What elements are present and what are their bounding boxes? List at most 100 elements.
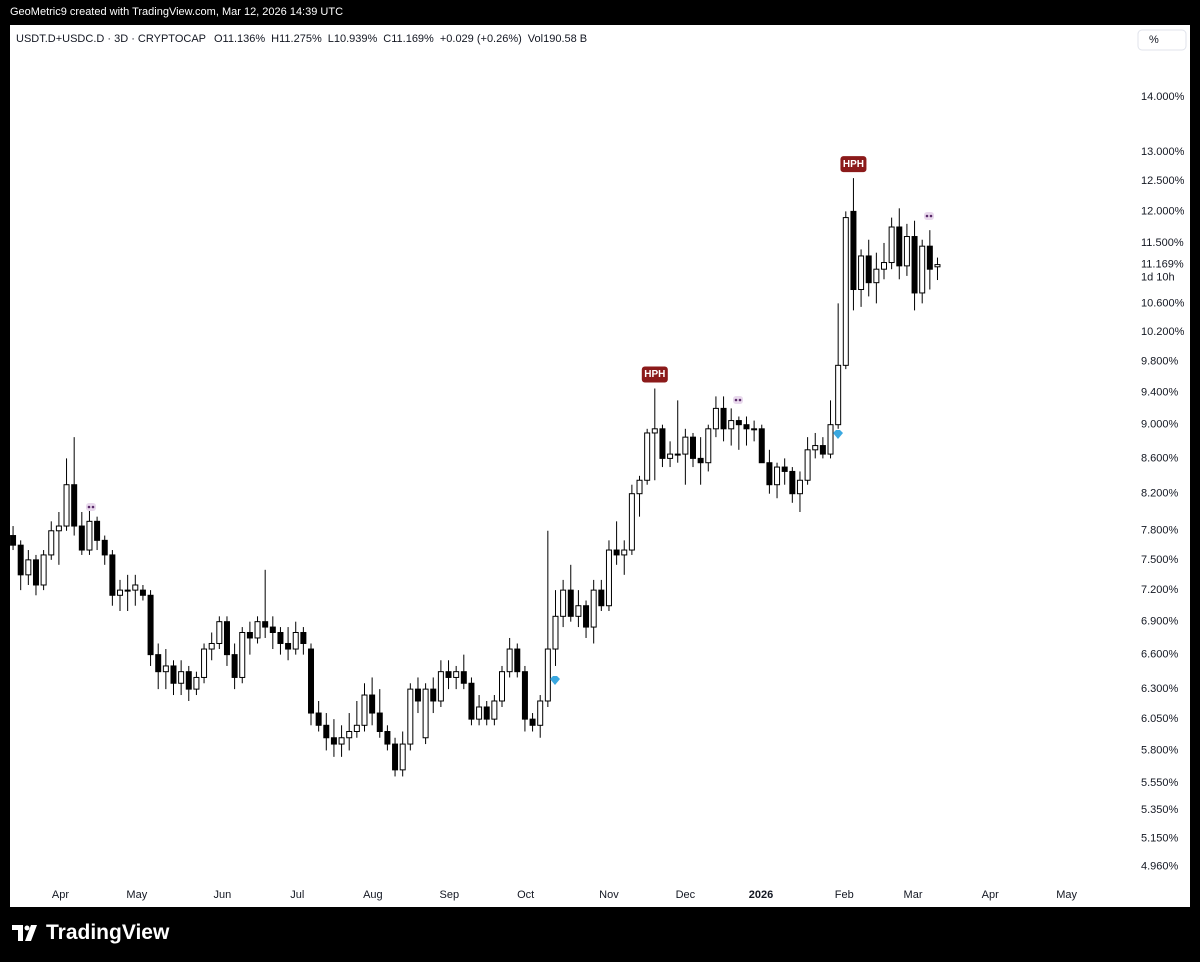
candle-body: [827, 424, 834, 455]
candle-body: [124, 589, 131, 592]
y-tick-label: 9.000%: [1141, 419, 1179, 431]
candle-body: [590, 589, 597, 628]
candle-body: [552, 615, 559, 650]
candle-body: [246, 631, 253, 639]
candle-body: [25, 559, 32, 576]
candle-body: [476, 706, 483, 720]
candle-body: [269, 626, 276, 633]
countdown: 1d 10h: [1141, 272, 1175, 284]
x-tick-label: Apr: [982, 889, 999, 901]
skull-eye: [87, 505, 91, 509]
brand-logo: TradingView: [12, 921, 169, 945]
candle-body: [308, 648, 315, 714]
candle-body: [178, 671, 185, 684]
candle-body: [71, 484, 78, 527]
candle-body: [445, 671, 452, 678]
candle-body: [751, 428, 758, 431]
candle-body: [903, 236, 910, 267]
candle-body: [705, 428, 712, 464]
annotation-label: HPH: [843, 159, 864, 170]
y-tick-label: 6.900%: [1141, 616, 1179, 628]
x-tick-label: Apr: [52, 889, 69, 901]
header-item: +0.029 (+0.26%): [440, 33, 522, 45]
y-tick-label: 8.600%: [1141, 452, 1179, 464]
candle-body: [651, 428, 658, 434]
candle-body: [728, 420, 735, 430]
y-tick-label: 6.050%: [1141, 713, 1179, 725]
candle-body: [223, 621, 230, 656]
annotation-badge: [840, 156, 867, 173]
y-tick-label: 7.500%: [1141, 554, 1179, 566]
watermark: GeoMetric9 created with TradingView.com,…: [10, 6, 344, 18]
candle-body: [414, 688, 421, 702]
x-tick-label: May: [126, 889, 147, 901]
candle-body: [231, 654, 238, 678]
y-tick-label: 11.500%: [1141, 237, 1184, 249]
candle-body: [659, 428, 666, 459]
y-tick-label: 10.600%: [1141, 297, 1185, 309]
candle-body: [277, 631, 284, 644]
header-item: C11.169%: [383, 33, 434, 45]
diamond-icon: [833, 430, 843, 439]
candle-body: [376, 712, 383, 732]
candle-body: [32, 559, 39, 586]
candle-body: [162, 665, 169, 673]
candle-body: [858, 255, 865, 291]
candle-body: [880, 262, 887, 270]
y-tick-label: 7.800%: [1141, 525, 1179, 537]
candle-body: [720, 407, 727, 430]
candle-body: [544, 648, 551, 702]
diamond-icon: [550, 676, 560, 685]
candle-body: [835, 364, 842, 426]
skull-eye: [734, 398, 738, 402]
candle-body: [613, 549, 620, 556]
candle-body: [117, 589, 124, 596]
candle-body: [353, 724, 360, 732]
brand-name: TradingView: [46, 921, 170, 944]
candle-body: [437, 671, 444, 702]
candle-body: [338, 737, 345, 745]
candle-body: [926, 245, 933, 270]
candle-body: [361, 694, 368, 726]
candle-body: [346, 730, 353, 739]
candle-body: [842, 217, 849, 366]
candle-body: [292, 631, 299, 650]
candle-body: [155, 654, 162, 673]
candle-body: [78, 525, 85, 551]
y-tick-label: 5.150%: [1141, 832, 1179, 844]
candle-body: [819, 445, 826, 455]
header-item: H11.275%: [271, 33, 322, 45]
candle-body: [407, 688, 414, 745]
candle-body: [621, 549, 628, 556]
scale-button[interactable]: [1137, 29, 1187, 51]
y-tick-label: 5.350%: [1141, 804, 1179, 816]
x-tick-label: Nov: [599, 889, 619, 901]
y-tick-label: 5.550%: [1141, 777, 1179, 789]
candle-body: [48, 530, 55, 556]
skull-icon: [924, 212, 934, 220]
candle-body: [10, 535, 17, 546]
x-tick-label: Jul: [290, 889, 304, 901]
header-item: Vol190.58 B: [528, 33, 587, 45]
x-tick-label: Sep: [440, 889, 460, 901]
y-tick-label: 9.800%: [1141, 355, 1179, 367]
candle-body: [86, 520, 93, 551]
annotation-label: HPH: [644, 369, 665, 380]
candle-body: [896, 226, 903, 267]
candle-body: [468, 682, 475, 720]
candle-body: [285, 642, 292, 650]
candle-body: [697, 457, 704, 464]
candle-body: [628, 493, 635, 551]
candle-body: [735, 420, 742, 426]
candle-body: [560, 589, 567, 617]
x-tick-label: Oct: [517, 889, 534, 901]
candle-body: [201, 648, 208, 678]
header-item: USDT.D+USDC.D · 3D · CRYPTOCAP: [16, 33, 206, 45]
y-tick-label: 12.000%: [1141, 205, 1185, 217]
candle-body: [888, 226, 895, 264]
candle-body: [682, 436, 689, 455]
y-tick-label: 13.000%: [1141, 146, 1185, 158]
candle-body: [384, 730, 391, 745]
scale-button-label[interactable]: %: [1149, 34, 1159, 46]
candle-body: [865, 255, 872, 284]
